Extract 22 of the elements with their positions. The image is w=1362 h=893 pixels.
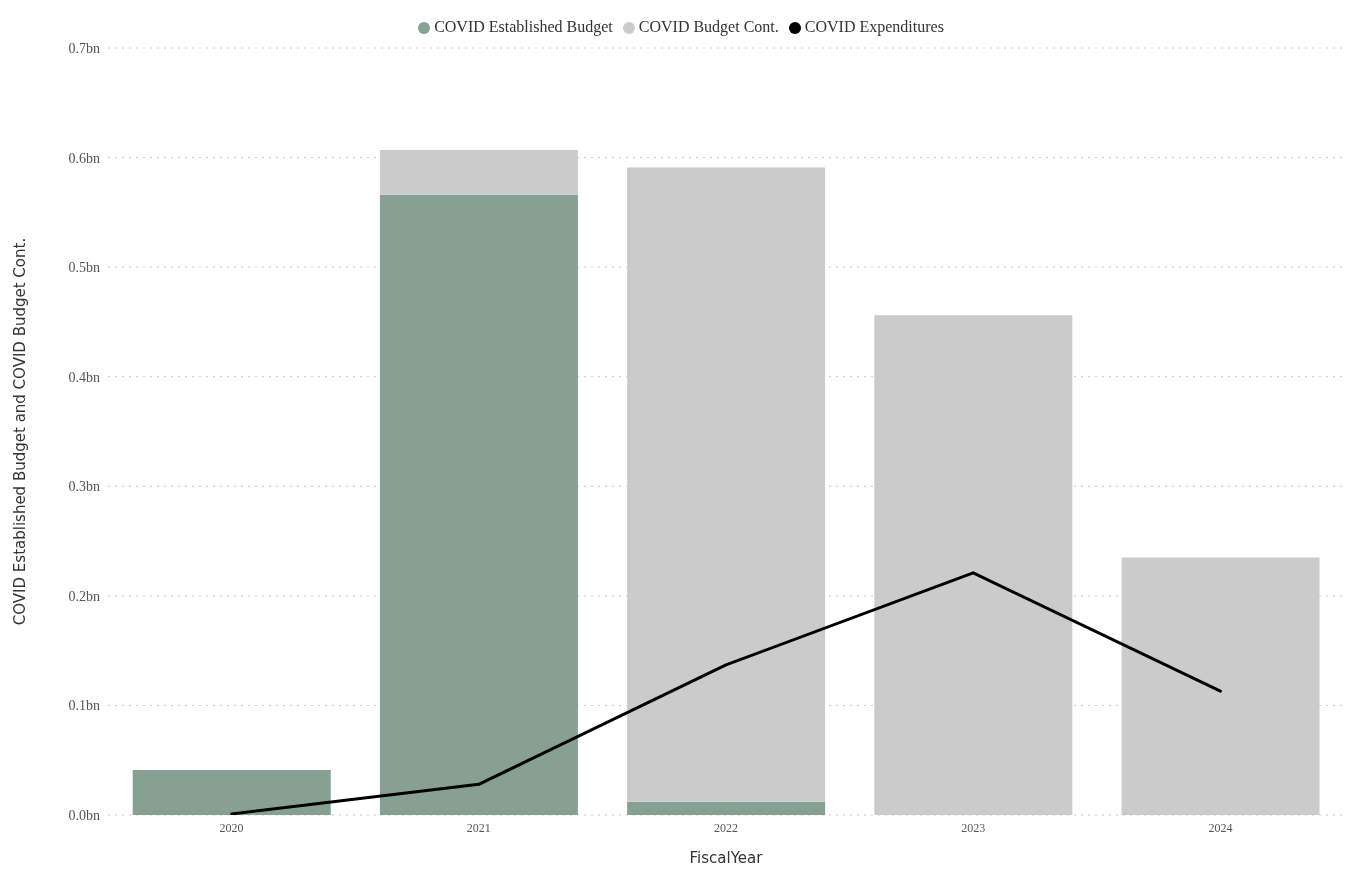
- y-tick-label: 0.3bn: [68, 479, 100, 495]
- y-tick-label: 0.7bn: [68, 40, 100, 56]
- x-tick-label: 2021: [466, 820, 491, 835]
- line-series: [230, 571, 1222, 815]
- y-tick-label: 0.0bn: [68, 807, 100, 823]
- legend-label: COVID Budget Cont.: [638, 18, 779, 35]
- legend-label: COVID Expenditures: [804, 18, 944, 35]
- x-tick-label: 2022: [714, 820, 738, 835]
- y-tick-label: 0.2bn: [68, 588, 100, 604]
- x-tick-label: 2024: [1208, 820, 1233, 835]
- x-axis-title: FiscalYear: [689, 849, 764, 867]
- bar: [627, 801, 826, 815]
- legend-label: COVID Established Budget: [434, 18, 613, 35]
- y-tick-label: 0.5bn: [68, 260, 100, 276]
- bar: [379, 194, 578, 815]
- y-tick-label: 0.4bn: [68, 369, 100, 385]
- y-tick-label: 0.6bn: [68, 150, 100, 166]
- x-tick-label: 2023: [961, 820, 986, 835]
- y-axis-title: COVID Established Budget and COVID Budget Cont.: [11, 237, 30, 626]
- x-tick-label: 2020: [219, 820, 244, 835]
- y-tick-label: 0.1bn: [68, 698, 100, 714]
- bar: [132, 770, 331, 815]
